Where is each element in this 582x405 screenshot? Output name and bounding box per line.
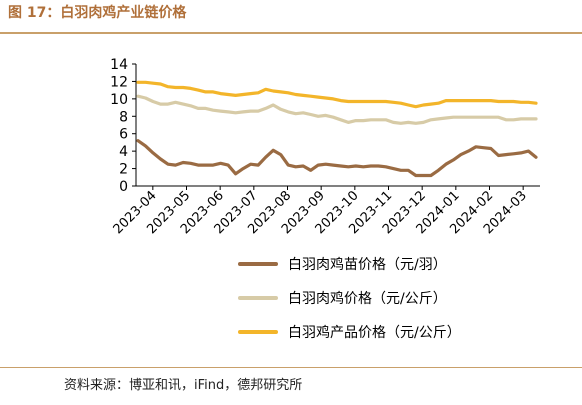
y-tick-label: 12 xyxy=(110,74,128,90)
series-line-3 xyxy=(136,80,538,109)
y-tick-label: 0 xyxy=(119,179,128,195)
figure-title: 图 17：白羽肉鸡产业链价格 xyxy=(8,5,187,21)
series-line-1 xyxy=(136,139,538,178)
footer-rule xyxy=(0,367,582,368)
y-tick-label: 4 xyxy=(119,144,128,160)
source-note: 资料来源：博亚和讯，iFind，德邦研究所 xyxy=(64,378,303,393)
y-tick-label: 8 xyxy=(119,109,128,125)
y-tick-label: 6 xyxy=(119,127,128,143)
legend-label: 白羽肉鸡价格（元/公斤） xyxy=(288,290,447,307)
chart: 024681012142023-042023-052023-062023-072… xyxy=(110,57,540,341)
chart-legend: 白羽肉鸡苗价格（元/羽） 白羽肉鸡价格（元/公斤） 白羽鸡产品价格（元/公斤） xyxy=(238,256,461,341)
legend-label: 白羽肉鸡苗价格（元/羽） xyxy=(288,256,447,273)
y-tick-label: 2 xyxy=(119,162,128,178)
legend-label: 白羽鸡产品价格（元/公斤） xyxy=(288,324,461,341)
series-line-2 xyxy=(136,94,538,125)
chart-lines xyxy=(136,80,538,178)
y-tick-label: 10 xyxy=(110,92,128,108)
title-rule xyxy=(0,32,582,34)
y-tick-label: 14 xyxy=(110,57,128,73)
